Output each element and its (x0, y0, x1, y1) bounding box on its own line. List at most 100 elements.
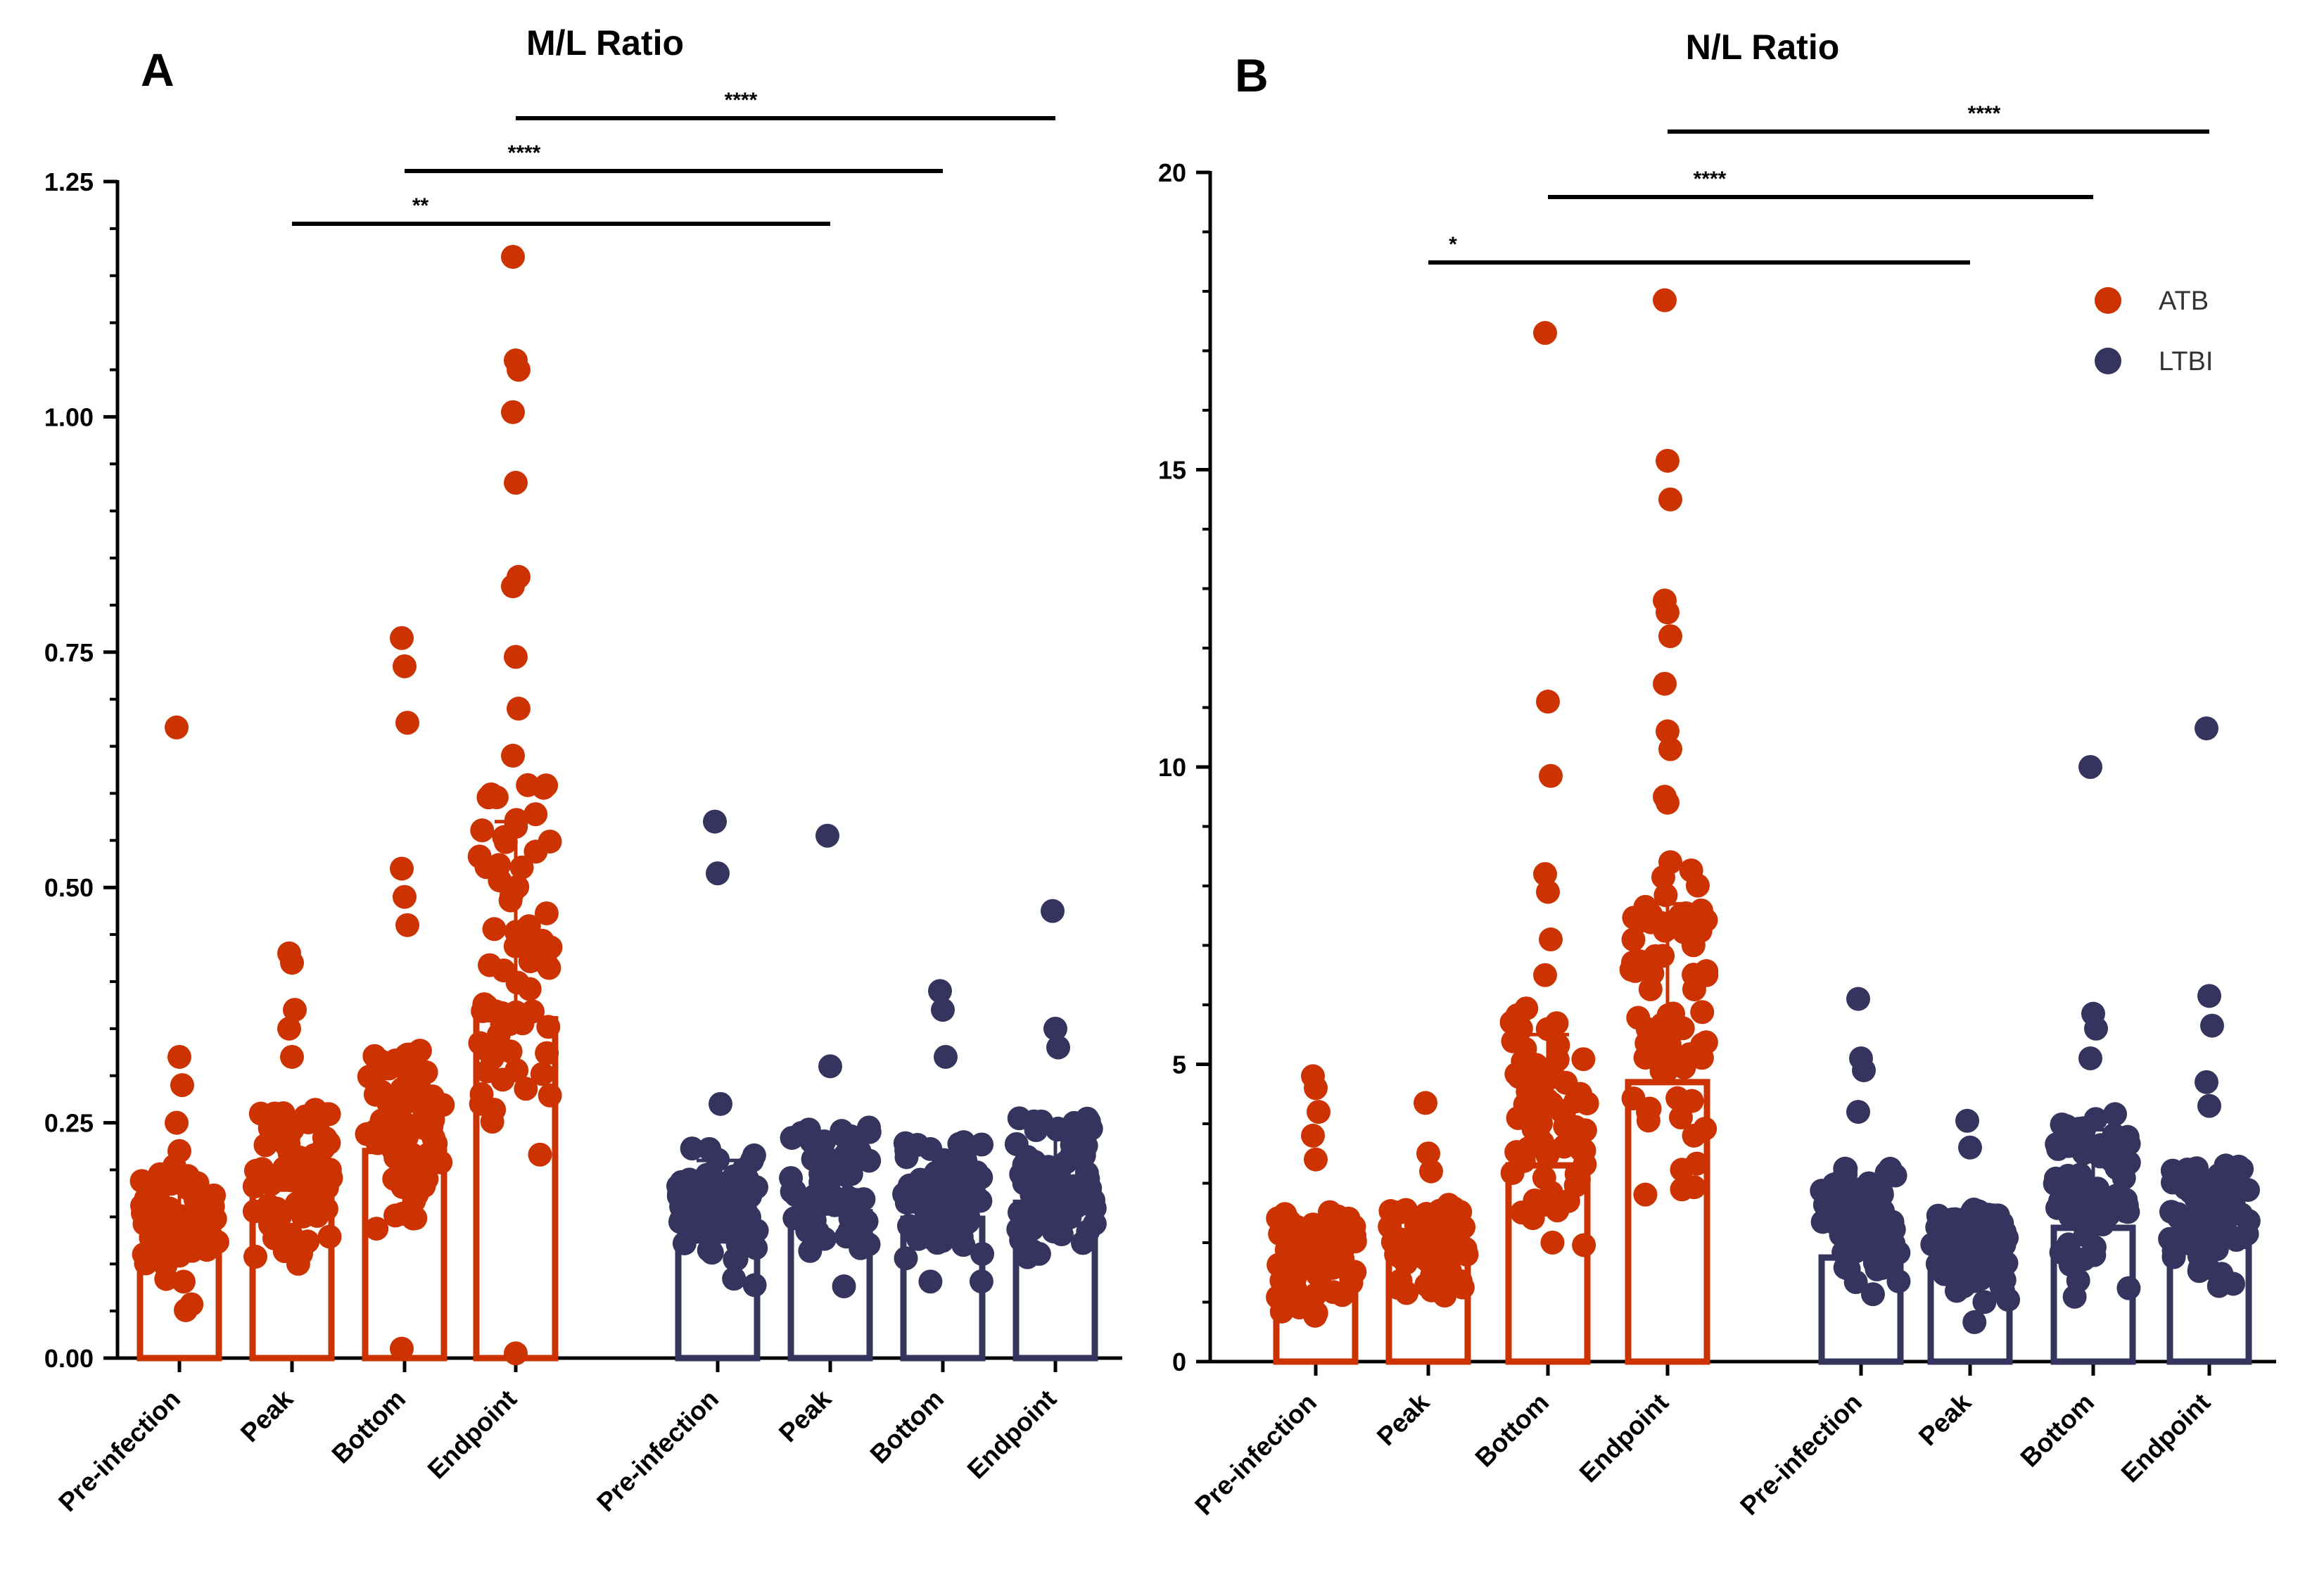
data-point (280, 1044, 304, 1069)
data-point (1007, 1106, 1031, 1131)
data-point (478, 953, 502, 977)
y-tick-label: 0 (1172, 1348, 1186, 1376)
data-point (283, 998, 307, 1022)
data-point (1831, 1240, 1856, 1264)
significance-label: **** (1968, 102, 2001, 125)
data-point (505, 970, 530, 995)
data-point (931, 998, 955, 1022)
data-point (167, 1139, 191, 1163)
data-point (722, 1267, 747, 1291)
x-category-label: Endpoint (2116, 1388, 2216, 1488)
data-point (1569, 1138, 1594, 1162)
data-point (1030, 1162, 1055, 1186)
data-point (1658, 624, 1682, 649)
data-point (1304, 1147, 1328, 1172)
data-point (1955, 1108, 1979, 1133)
data-point (1539, 927, 1563, 952)
x-category-label: Bottom (2015, 1388, 2100, 1473)
data-point (1682, 977, 1706, 1001)
data-point (969, 1165, 993, 1190)
data-point (835, 1158, 860, 1182)
data-point (918, 1136, 943, 1161)
data-point (709, 1091, 732, 1116)
data-point (814, 1190, 839, 1215)
data-point (1546, 1033, 1570, 1058)
data-point (1852, 1058, 1876, 1082)
data-point (2066, 1268, 2090, 1293)
data-point (1640, 961, 1665, 986)
y-tick-label: 0.25 (44, 1109, 94, 1138)
data-point (1539, 763, 1563, 788)
data-point (729, 1218, 754, 1243)
data-point (2195, 716, 2218, 741)
data-point (388, 1091, 412, 1116)
data-point (1843, 1269, 1868, 1294)
data-point (303, 1098, 328, 1122)
data-point (1513, 1037, 1537, 1061)
data-point (2082, 1243, 2107, 1267)
data-point (1656, 600, 1679, 625)
data-point (1658, 487, 1682, 512)
data-point (1653, 918, 1677, 943)
significance-label: **** (1694, 167, 1727, 191)
data-point (968, 1188, 993, 1213)
data-point (1384, 1200, 1409, 1225)
data-point (897, 1173, 922, 1198)
data-point (514, 1077, 538, 1101)
panel-a-title: M/L Ratio (526, 23, 684, 63)
data-point (393, 654, 417, 678)
data-point (504, 1341, 528, 1366)
data-point (2204, 1237, 2229, 1262)
data-point (382, 1167, 407, 1191)
data-point (909, 1191, 934, 1216)
data-point (475, 1059, 500, 1084)
data-point (501, 574, 525, 599)
data-point (1653, 883, 1678, 908)
data-point (857, 1148, 882, 1173)
data-point (2196, 1255, 2221, 1280)
data-point (1572, 1233, 1596, 1257)
data-point (504, 645, 528, 669)
data-point (267, 1205, 292, 1229)
data-point (1656, 790, 1679, 815)
data-point (317, 1158, 342, 1182)
data-point (394, 1125, 419, 1150)
data-point (934, 1044, 958, 1069)
significance-label: **** (508, 141, 541, 165)
data-point (1810, 1179, 1834, 1203)
data-point (390, 1336, 414, 1361)
data-point (286, 1252, 310, 1276)
data-point (1563, 1115, 1588, 1139)
data-point (1653, 288, 1677, 312)
data-point (699, 1241, 724, 1265)
data-point (893, 1131, 917, 1155)
data-point (1419, 1159, 1443, 1184)
data-point (395, 711, 419, 735)
data-point (1862, 1210, 1887, 1235)
data-point (390, 856, 414, 881)
data-point (2222, 1193, 2247, 1218)
significance-label: * (1449, 233, 1457, 256)
data-point (1672, 1055, 1696, 1079)
data-point (1536, 690, 1560, 714)
y-tick-label: 5 (1172, 1051, 1186, 1079)
data-point (479, 1037, 504, 1061)
data-point (507, 697, 531, 721)
data-point (158, 1196, 182, 1221)
data-point (1865, 1191, 1890, 1216)
data-point (1554, 1070, 1578, 1095)
data-point (1533, 963, 1557, 987)
data-point (2206, 1274, 2231, 1298)
significance-label: **** (725, 89, 758, 112)
data-point (1024, 1118, 1048, 1143)
legend-marker-atb (2095, 287, 2121, 314)
data-point (970, 1132, 994, 1157)
data-point (2171, 1208, 2196, 1233)
data-point (1427, 1215, 1452, 1239)
x-category-label: Pre-infection (1189, 1388, 1322, 1521)
x-category-label: Bottom (326, 1384, 412, 1469)
data-point (501, 743, 525, 768)
data-point (139, 1207, 163, 1231)
data-point (1563, 1089, 1588, 1114)
data-point (1533, 321, 1557, 346)
